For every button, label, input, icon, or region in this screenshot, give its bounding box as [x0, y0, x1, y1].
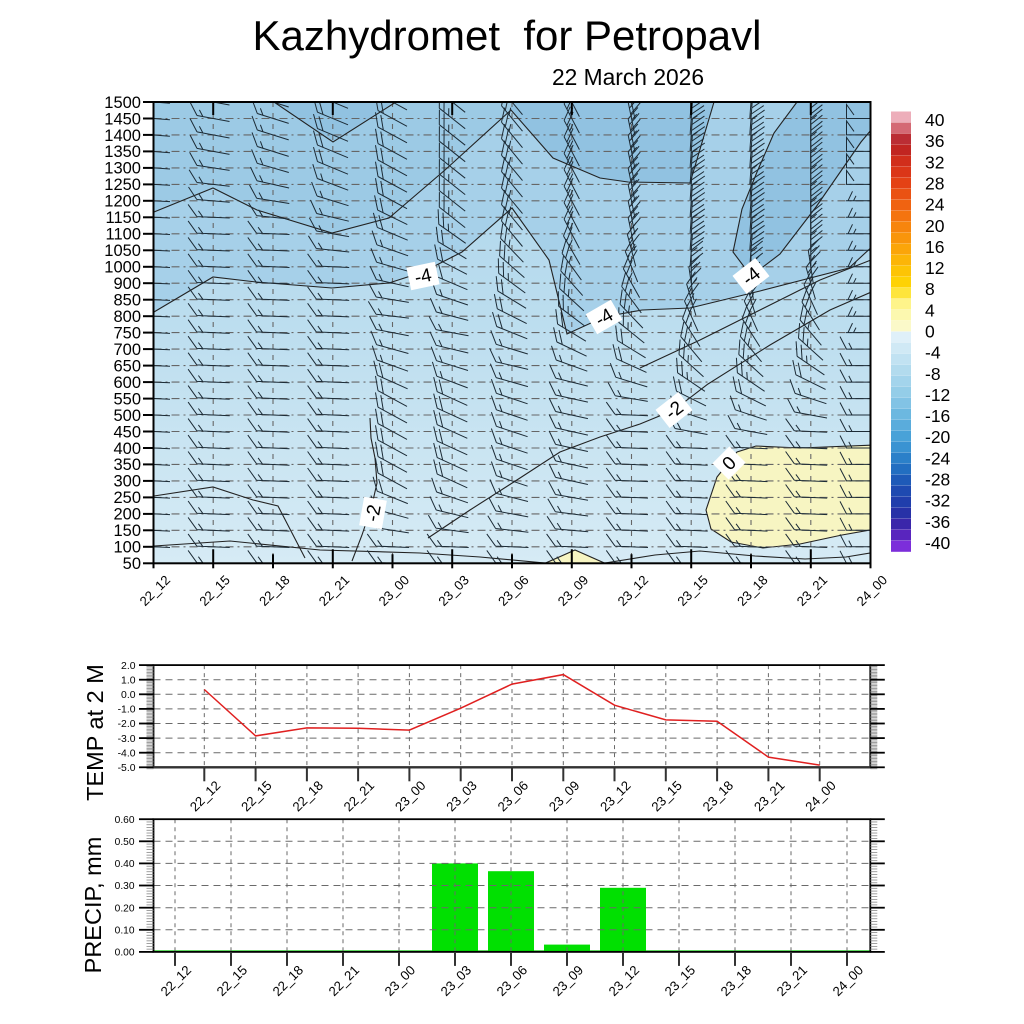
svg-text:-40: -40: [925, 533, 951, 553]
svg-text:-16: -16: [925, 406, 950, 426]
svg-text:-2: -2: [362, 503, 386, 523]
svg-text:1350: 1350: [104, 143, 141, 161]
svg-text:500: 500: [113, 407, 141, 425]
svg-text:1100: 1100: [106, 226, 141, 244]
svg-text:1300: 1300: [104, 160, 141, 178]
svg-text:-12: -12: [925, 385, 950, 405]
svg-text:22 March 2026: 22 March 2026: [552, 64, 704, 90]
svg-text:450: 450: [113, 423, 141, 441]
svg-text:-24: -24: [925, 448, 951, 468]
svg-text:0.0: 0.0: [121, 690, 136, 701]
svg-text:1050: 1050: [104, 242, 141, 260]
svg-text:Kazhydromet for Petropavl: Kazhydromet for Petropavl: [253, 12, 762, 59]
svg-text:-8: -8: [925, 364, 941, 384]
svg-text:-2.0: -2.0: [118, 719, 136, 730]
svg-text:-36: -36: [925, 512, 950, 532]
svg-text:1450: 1450: [104, 110, 141, 128]
svg-text:8: 8: [925, 279, 935, 299]
svg-text:850: 850: [113, 292, 141, 310]
svg-text:1.0: 1.0: [121, 675, 136, 686]
svg-text:650: 650: [113, 357, 141, 375]
svg-text:750: 750: [113, 324, 141, 342]
svg-text:24: 24: [925, 195, 945, 215]
svg-text:2.0: 2.0: [121, 661, 136, 672]
svg-text:700: 700: [113, 341, 141, 359]
svg-text:-20: -20: [925, 427, 951, 447]
svg-text:250: 250: [113, 489, 141, 507]
svg-text:1200: 1200: [104, 193, 141, 211]
svg-text:36: 36: [925, 131, 944, 151]
svg-text:4: 4: [925, 300, 935, 320]
svg-text:1400: 1400: [104, 127, 141, 145]
svg-text:-28: -28: [925, 470, 950, 490]
svg-text:28: 28: [925, 173, 944, 193]
svg-text:-4: -4: [413, 265, 434, 289]
svg-text:1150: 1150: [106, 209, 141, 227]
svg-text:0.00: 0.00: [115, 948, 135, 959]
svg-text:50: 50: [123, 555, 141, 573]
svg-text:40: 40: [925, 110, 945, 130]
svg-text:300: 300: [113, 473, 141, 491]
svg-text:-32: -32: [925, 491, 950, 511]
svg-text:20: 20: [925, 216, 945, 236]
svg-text:1500: 1500: [104, 94, 141, 112]
svg-text:-5.0: -5.0: [118, 763, 136, 774]
svg-text:0.50: 0.50: [115, 837, 135, 848]
svg-text:32: 32: [925, 152, 944, 172]
svg-text:1250: 1250: [104, 176, 141, 194]
svg-text:-4: -4: [925, 343, 941, 363]
svg-text:600: 600: [113, 374, 141, 392]
svg-text:350: 350: [113, 456, 141, 474]
svg-text:150: 150: [113, 522, 141, 540]
svg-text:0.10: 0.10: [115, 926, 135, 937]
svg-text:16: 16: [925, 237, 944, 257]
svg-text:0: 0: [925, 322, 935, 342]
svg-text:400: 400: [113, 440, 141, 458]
svg-text:PRECIP, mm: PRECIP, mm: [80, 837, 106, 974]
svg-text:800: 800: [113, 308, 141, 326]
svg-text:0.40: 0.40: [115, 859, 135, 870]
svg-text:12: 12: [925, 258, 944, 278]
svg-text:0.20: 0.20: [115, 903, 135, 914]
svg-text:1000: 1000: [104, 259, 141, 277]
svg-text:0.30: 0.30: [115, 881, 135, 892]
svg-text:-3.0: -3.0: [118, 734, 136, 745]
svg-text:-1.0: -1.0: [118, 705, 136, 716]
svg-text:100: 100: [113, 539, 141, 557]
svg-text:0.60: 0.60: [115, 815, 135, 826]
svg-text:550: 550: [113, 390, 141, 408]
svg-text:TEMP at 2 M: TEMP at 2 M: [82, 664, 108, 801]
svg-text:-4.0: -4.0: [118, 748, 136, 759]
svg-text:200: 200: [113, 506, 141, 524]
svg-text:900: 900: [113, 275, 141, 293]
